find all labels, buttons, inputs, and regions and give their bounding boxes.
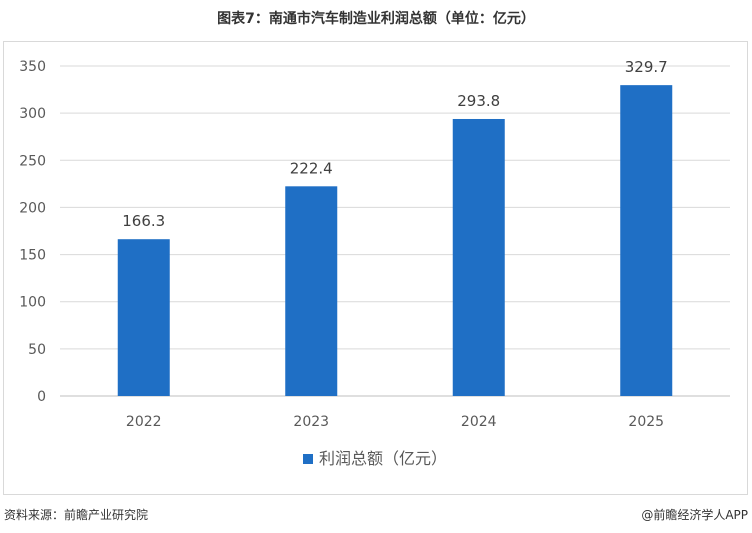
- x-axis: 2022 2023 2024 2025: [126, 414, 664, 430]
- x-tick-label: 2025: [628, 414, 664, 430]
- y-tick-label: 300: [19, 106, 46, 122]
- chart-title: 图表7：南通市汽车制造业利润总额（单位：亿元）: [217, 11, 535, 27]
- y-axis: 0 50 100 150 200 250 300 350: [19, 59, 46, 405]
- x-tick-label: 2024: [461, 414, 497, 430]
- gridlines: [60, 65, 730, 397]
- y-tick-label: 200: [19, 200, 46, 216]
- data-label: 329.7: [625, 58, 668, 76]
- legend: 利润总额（亿元）: [303, 449, 447, 468]
- legend-swatch: [303, 454, 313, 464]
- x-tick-label: 2023: [293, 414, 329, 430]
- source-note: 资料来源：前瞻产业研究院: [4, 508, 149, 522]
- y-tick-label: 50: [28, 342, 46, 358]
- legend-label: 利润总额（亿元）: [319, 449, 447, 468]
- data-label: 166.3: [122, 212, 165, 230]
- credit-note: @前瞻经济学人APP: [641, 508, 748, 522]
- y-tick-label: 350: [19, 59, 46, 75]
- y-tick-label: 150: [19, 248, 46, 264]
- bar: [452, 118, 505, 396]
- bar: [117, 239, 170, 396]
- x-tick-label: 2022: [126, 414, 162, 430]
- y-tick-label: 250: [19, 153, 46, 169]
- bar: [620, 85, 673, 396]
- y-tick-label: 100: [19, 295, 46, 311]
- y-tick-label: 0: [37, 389, 46, 405]
- bars: 166.3 222.4 293.8 329.7: [117, 58, 673, 396]
- bar: [285, 186, 338, 396]
- data-label: 293.8: [457, 92, 500, 110]
- data-label: 222.4: [290, 159, 333, 177]
